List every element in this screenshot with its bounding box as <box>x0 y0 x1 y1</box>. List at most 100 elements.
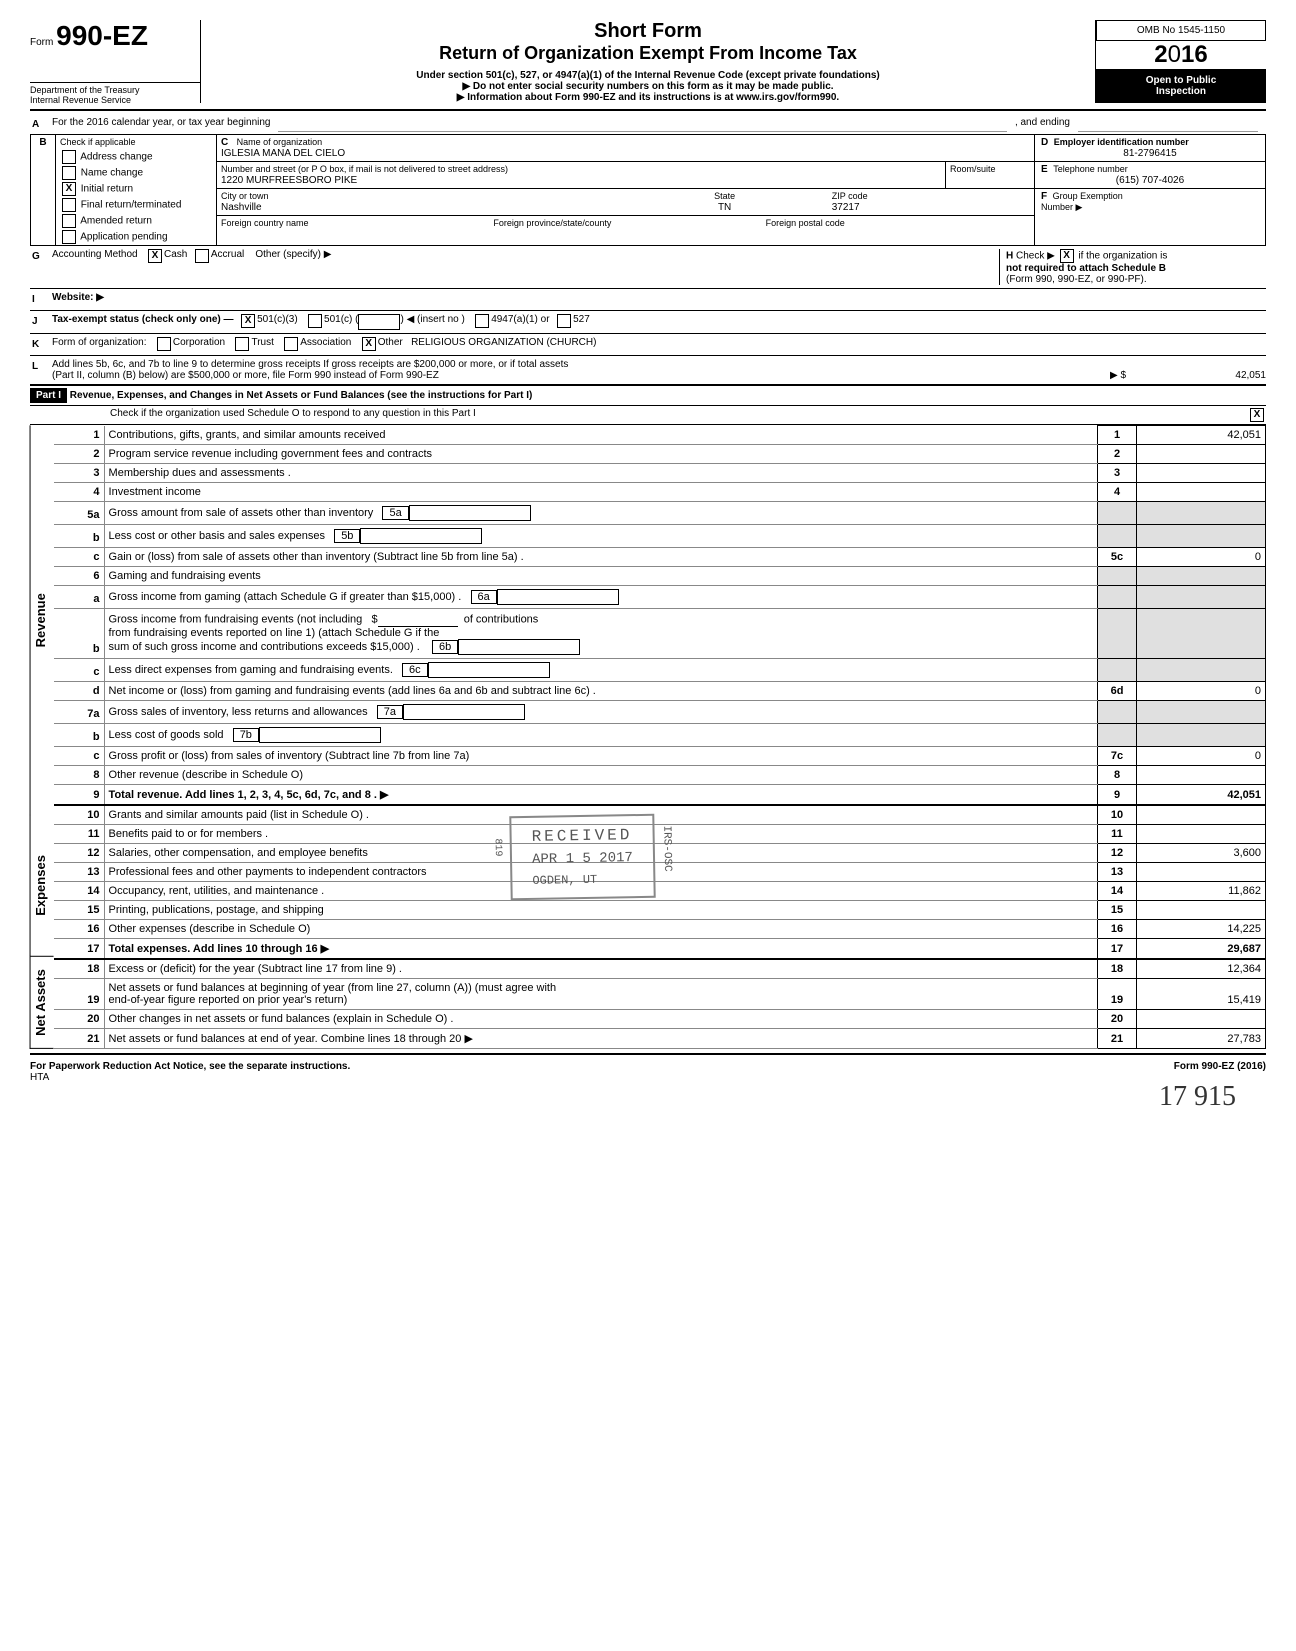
handwriting: 17 915 <box>1159 1081 1236 1113</box>
opt-4947: 4947(a)(1) or <box>491 314 549 330</box>
opt-501c: 501(c) ( <box>324 314 358 330</box>
line7c-value: 0 <box>1137 747 1266 766</box>
checkbox-other-org[interactable]: X <box>362 337 376 351</box>
opt-527: 527 <box>573 314 590 330</box>
line10-text: Grants and similar amounts paid (list in… <box>104 805 1097 825</box>
checkbox-4947[interactable] <box>475 314 489 328</box>
checkbox-address-change[interactable] <box>62 150 76 164</box>
group-number-label: Number ▶ <box>1041 202 1082 212</box>
opt-corp: Corporation <box>173 337 225 352</box>
line15-text: Printing, publications, postage, and shi… <box>104 901 1097 920</box>
line6b-text2: of contributions <box>464 613 539 625</box>
line16-text: Other expenses (describe in Schedule O) <box>104 920 1097 939</box>
l-text2: (Part II, column (B) below) are $500,000… <box>52 370 439 381</box>
state-value: TN <box>718 202 731 213</box>
line9-text: Total revenue. Add lines 1, 2, 3, 4, 5c,… <box>109 789 377 801</box>
zip-label: ZIP code <box>832 191 868 201</box>
checkbox-name-change[interactable] <box>62 166 76 180</box>
street-value: 1220 MURFREESBORO PIKE <box>221 175 357 186</box>
opt-501c-insert: ) ◀ (insert no ) <box>400 314 464 330</box>
opt-initial-return: Initial return <box>81 184 133 195</box>
opt-other-org: Other <box>378 337 403 352</box>
l-text1: Add lines 5b, 6c, and 7b to line 9 to de… <box>52 359 1266 370</box>
lines-table: 1Contributions, gifts, grants, and simil… <box>54 425 1266 1049</box>
phone-label: Telephone number <box>1053 164 1128 174</box>
line6b-text1: Gross income from fundraising events (no… <box>109 613 363 625</box>
line1-text: Contributions, gifts, grants, and simila… <box>104 426 1097 445</box>
form-title: Short Form <box>211 20 1085 43</box>
phone-value: (615) 707-4026 <box>1041 175 1259 186</box>
expenses-side-label: Expenses <box>30 815 54 957</box>
checkbox-assoc[interactable] <box>284 337 298 351</box>
line6-text: Gaming and fundraising events <box>104 567 1097 586</box>
ein-label: Employer identification number <box>1054 137 1189 147</box>
line4-text: Investment income <box>104 483 1097 502</box>
checkbox-corp[interactable] <box>157 337 171 351</box>
opt-cash: Cash <box>164 249 187 285</box>
tax-exempt-label: Tax-exempt status (check only one) — <box>52 314 234 330</box>
label-j: J <box>30 314 52 330</box>
checkbox-527[interactable] <box>557 314 571 328</box>
checkbox-schedule-o[interactable]: X <box>1250 408 1264 422</box>
checkbox-cash[interactable]: X <box>148 249 162 263</box>
opt-assoc: Association <box>300 337 351 352</box>
foreign-postal-label: Foreign postal code <box>762 216 1034 230</box>
label-l: L <box>30 359 52 381</box>
line13-text: Professional fees and other payments to … <box>104 863 1097 882</box>
line6d-value: 0 <box>1137 682 1266 701</box>
label-k: K <box>30 337 52 352</box>
checkbox-amended[interactable] <box>62 214 76 228</box>
city-value: Nashville <box>221 202 262 213</box>
line8-text: Other revenue (describe in Schedule O) <box>104 766 1097 785</box>
line11-text: Benefits paid to or for members . <box>104 825 1097 844</box>
dept-irs: Internal Revenue Service <box>30 95 200 105</box>
line12-text: Salaries, other compensation, and employ… <box>104 844 1097 863</box>
checkbox-app-pending[interactable] <box>62 230 76 244</box>
h-text3: not required to attach Schedule B <box>1006 263 1166 274</box>
line3-value <box>1137 464 1266 483</box>
checkbox-h[interactable]: X <box>1060 249 1074 263</box>
line10-value <box>1137 805 1266 825</box>
line18-text: Excess or (deficit) for the year (Subtra… <box>104 959 1097 979</box>
form-subtitle: Return of Organization Exempt From Incom… <box>211 43 1085 64</box>
line3-text: Membership dues and assessments . <box>104 464 1097 483</box>
checkbox-501c[interactable] <box>308 314 322 328</box>
room-label: Room/suite <box>945 162 1034 188</box>
h-text4: (Form 990, 990-EZ, or 990-PF). <box>1006 274 1147 285</box>
line20-text: Other changes in net assets or fund bala… <box>104 1010 1097 1029</box>
line16-value: 14,225 <box>1137 920 1266 939</box>
line19-text1: Net assets or fund balances at beginning… <box>109 982 557 994</box>
schedule-o-text: Check if the organization used Schedule … <box>110 408 476 422</box>
checkbox-501c3[interactable]: X <box>241 314 255 328</box>
accounting-method-label: Accounting Method <box>52 249 138 285</box>
label-d: D <box>1041 137 1048 148</box>
line20-value <box>1137 1010 1266 1029</box>
line1-value: 42,051 <box>1137 426 1266 445</box>
form-number: 990-EZ <box>56 20 148 51</box>
label-b: B <box>31 135 56 245</box>
street-label: Number and street (or P O box, if mail i… <box>221 164 508 174</box>
form-org-label: Form of organization: <box>52 337 147 352</box>
checkbox-trust[interactable] <box>235 337 249 351</box>
no-ssn-note: ▶ Do not enter social security numbers o… <box>211 81 1085 92</box>
line21-text: Net assets or fund balances at end of ye… <box>109 1033 462 1045</box>
checkbox-initial-return[interactable]: X <box>62 182 76 196</box>
open-public-2: Inspection <box>1102 86 1260 97</box>
line4-value <box>1137 483 1266 502</box>
info-url: ▶ Information about Form 990-EZ and its … <box>211 92 1085 103</box>
line2-value <box>1137 445 1266 464</box>
revenue-side-label: Revenue <box>30 425 54 815</box>
checkbox-accrual[interactable] <box>195 249 209 263</box>
section-a-text: For the 2016 calendar year, or tax year … <box>52 117 270 132</box>
label-a: A <box>30 117 52 132</box>
line6c-text: Less direct expenses from gaming and fun… <box>109 664 393 676</box>
line13-value <box>1137 863 1266 882</box>
h-text1: Check ▶ <box>1016 251 1055 262</box>
l-arrow: ▶ $ <box>1110 370 1126 381</box>
part1-title: Revenue, Expenses, and Changes in Net As… <box>70 390 533 401</box>
ein-value: 81-2796415 <box>1041 148 1259 159</box>
checkbox-final-return[interactable] <box>62 198 76 212</box>
zip-value: 37217 <box>832 202 860 213</box>
line18-value: 12,364 <box>1137 959 1266 979</box>
line17-text: Total expenses. Add lines 10 through 16 <box>109 943 318 955</box>
